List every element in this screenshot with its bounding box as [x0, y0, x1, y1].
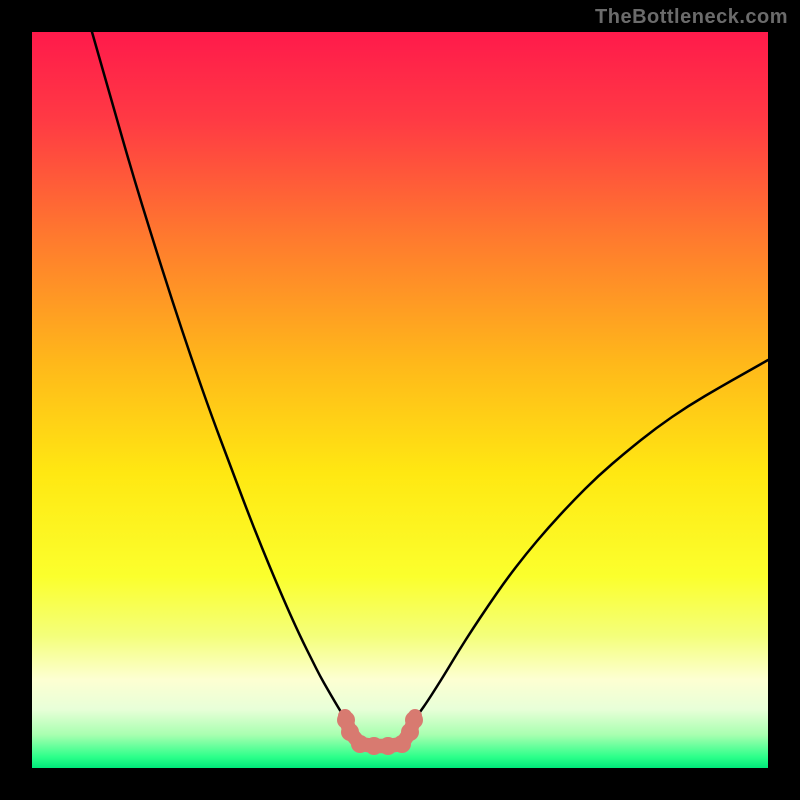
trough-endcap	[408, 709, 422, 723]
watermark-text: TheBottleneck.com	[595, 6, 788, 29]
trough-endcap	[338, 709, 352, 723]
plot-area	[32, 32, 768, 768]
bottleneck-curve	[92, 32, 768, 744]
curve-layer	[32, 32, 768, 768]
trough-markers	[337, 709, 423, 755]
